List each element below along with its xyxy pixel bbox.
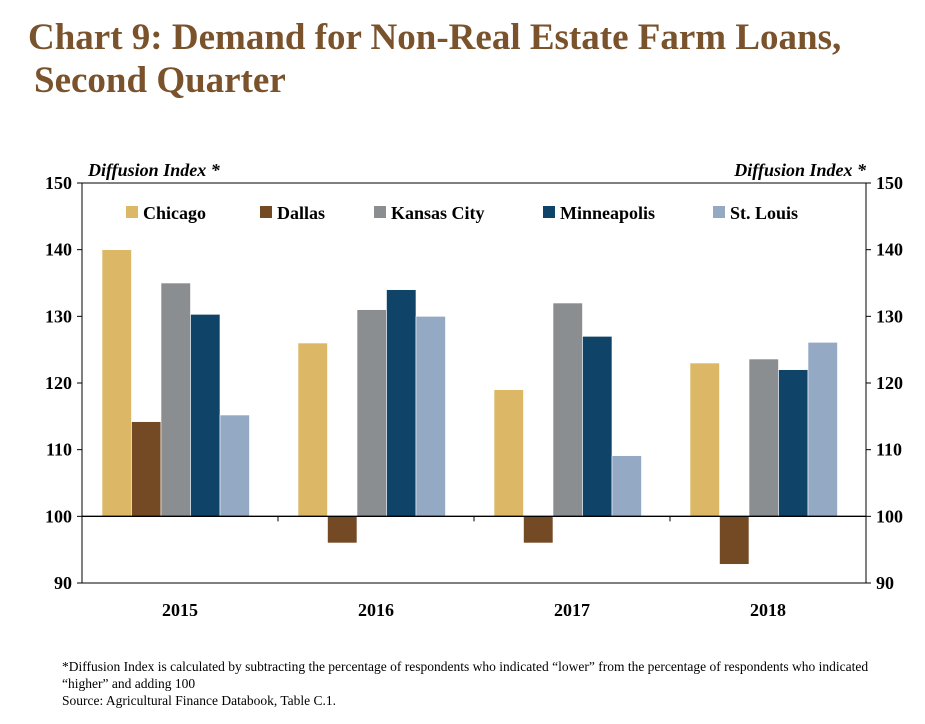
right-tick-label: 120 bbox=[876, 373, 903, 393]
bar-kansas-city-2017 bbox=[552, 302, 583, 517]
legend-label: Dallas bbox=[277, 203, 325, 223]
bar-st-louis-2018 bbox=[807, 342, 838, 517]
right-axis-ticks: 150 140 130 120 110 100 90 bbox=[866, 173, 903, 593]
bar-kansas-city-2016 bbox=[356, 309, 387, 517]
bar-st-louis-2016 bbox=[415, 316, 446, 517]
bar-chicago-2018 bbox=[689, 362, 720, 517]
bar-minneapolis-2018 bbox=[778, 369, 809, 517]
legend-swatch bbox=[126, 206, 138, 218]
right-tick-label: 130 bbox=[876, 306, 903, 326]
bar-minneapolis-2016 bbox=[386, 289, 417, 517]
bars-group bbox=[101, 249, 838, 565]
left-axis-label: Diffusion Index * bbox=[87, 160, 221, 180]
legend-swatch bbox=[374, 206, 386, 218]
left-tick-label: 100 bbox=[45, 506, 72, 526]
chart-title: Chart 9: Demand for Non-Real Estate Farm… bbox=[28, 16, 841, 102]
category-label: 2016 bbox=[358, 600, 394, 620]
category-labels: 2015 2016 2017 2018 bbox=[162, 516, 786, 620]
bar-chart: 150 140 130 120 110 100 90 150 140 130 120 110 100 9… bbox=[45, 160, 903, 620]
bar-minneapolis-2017 bbox=[582, 336, 613, 517]
bar-dallas-2018 bbox=[719, 516, 750, 565]
right-tick-label: 110 bbox=[876, 440, 902, 460]
footnote: *Diffusion Index is calculated by subtra… bbox=[62, 658, 882, 709]
bar-chicago-2015 bbox=[101, 249, 132, 517]
legend-label: Kansas City bbox=[391, 203, 485, 223]
legend-label: Minneapolis bbox=[560, 203, 655, 223]
right-axis-label: Diffusion Index * bbox=[733, 160, 867, 180]
left-tick-label: 90 bbox=[54, 573, 72, 593]
title-line-2: Second Quarter bbox=[34, 60, 286, 101]
bar-st-louis-2015 bbox=[219, 414, 250, 517]
legend-swatch bbox=[543, 206, 555, 218]
right-tick-label: 140 bbox=[876, 240, 903, 260]
left-tick-label: 150 bbox=[45, 173, 72, 193]
right-tick-label: 150 bbox=[876, 173, 903, 193]
category-label: 2018 bbox=[750, 600, 786, 620]
category-label: 2017 bbox=[554, 600, 590, 620]
category-label: 2015 bbox=[162, 600, 198, 620]
legend: Chicago Dallas Kansas City Minneapolis St. L… bbox=[126, 203, 798, 223]
left-tick-label: 110 bbox=[46, 440, 72, 460]
bar-kansas-city-2018 bbox=[748, 358, 779, 517]
left-axis-ticks: 150 140 130 120 110 100 90 bbox=[45, 173, 82, 593]
footnote-definition: *Diffusion Index is calculated by subtra… bbox=[62, 659, 869, 691]
right-tick-label: 90 bbox=[876, 573, 894, 593]
bar-kansas-city-2015 bbox=[160, 282, 191, 517]
legend-label: St. Louis bbox=[730, 203, 798, 223]
bar-minneapolis-2015 bbox=[190, 314, 221, 517]
legend-swatch bbox=[713, 206, 725, 218]
bar-dallas-2017 bbox=[523, 516, 554, 544]
right-tick-label: 100 bbox=[876, 506, 903, 526]
bar-chicago-2016 bbox=[297, 342, 328, 517]
bar-chicago-2017 bbox=[493, 389, 524, 517]
left-tick-label: 130 bbox=[45, 306, 72, 326]
footnote-source: Source: Agricultural Finance Databook, T… bbox=[62, 693, 336, 708]
bar-st-louis-2017 bbox=[611, 455, 642, 517]
left-tick-label: 120 bbox=[45, 373, 72, 393]
title-line-1: Chart 9: Demand for Non-Real Estate Farm… bbox=[28, 17, 842, 58]
left-tick-label: 140 bbox=[45, 240, 72, 260]
bar-dallas-2015 bbox=[131, 421, 162, 517]
bar-dallas-2016 bbox=[327, 516, 358, 544]
legend-swatch bbox=[260, 206, 272, 218]
legend-label: Chicago bbox=[143, 203, 206, 223]
